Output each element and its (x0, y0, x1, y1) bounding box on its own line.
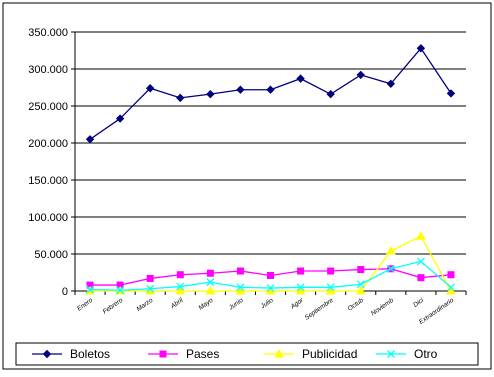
legend-label: Publicidad (302, 347, 357, 361)
data-point (176, 93, 185, 103)
data-point (356, 70, 365, 80)
legend-item-pases: Pases (148, 347, 219, 361)
data-point (146, 284, 155, 293)
data-point (386, 264, 395, 273)
data-point (116, 286, 125, 295)
data-point (146, 274, 154, 282)
data-point (296, 74, 305, 83)
data-point (417, 274, 425, 282)
data-point (206, 278, 215, 287)
data-point (385, 246, 396, 255)
data-point (446, 89, 456, 98)
data-point (206, 89, 215, 99)
data-point (115, 114, 125, 123)
y-tick-label: 0 (62, 286, 68, 298)
data-point (175, 285, 186, 295)
y-tick-label: 250.000 (28, 101, 68, 113)
data-point (266, 85, 275, 94)
data-point (325, 285, 336, 295)
data-point (85, 135, 95, 144)
y-tick-label: 150.000 (28, 175, 68, 187)
data-point (297, 267, 305, 275)
data-point (236, 267, 244, 275)
legend-label: Boletos (70, 347, 110, 361)
legend-marker (274, 348, 284, 358)
data-point (356, 280, 365, 289)
y-tick-label: 50.000 (34, 249, 68, 261)
data-point (386, 79, 396, 89)
data-point (235, 285, 246, 295)
data-point (145, 84, 155, 93)
data-point (416, 257, 425, 266)
data-point (355, 285, 366, 295)
data-point (447, 271, 455, 279)
y-tick-label: 200.000 (28, 138, 68, 150)
gridlines (75, 31, 466, 255)
y-tick-label: 100.000 (28, 212, 68, 224)
legend-box (15, 342, 479, 366)
legend-marker (387, 350, 395, 358)
data-point (416, 44, 426, 53)
legend-marker (159, 350, 167, 358)
data-point (205, 285, 216, 295)
data-point (176, 282, 185, 291)
y-tick-label: 300.000 (28, 64, 68, 76)
series-group (85, 44, 456, 295)
legend-item-publicidad: Publicidad (264, 347, 357, 361)
series-otro (86, 257, 455, 295)
legend-label: Pases (186, 347, 219, 361)
data-point (206, 269, 214, 277)
data-point (266, 284, 275, 292)
data-point (447, 283, 455, 292)
legend-item-otro: Otro (376, 347, 438, 361)
data-point (296, 283, 305, 292)
data-point (295, 285, 306, 295)
data-point (236, 85, 245, 94)
data-point (357, 266, 365, 274)
data-point (326, 89, 335, 99)
legend: Boletos Pases Publicidad Otro (15, 342, 479, 366)
data-point (327, 267, 335, 275)
data-point (236, 283, 245, 292)
data-point (86, 285, 94, 294)
data-point (267, 271, 274, 279)
chart-border (2, 2, 492, 370)
data-point (176, 271, 184, 279)
legend-label: Otro (414, 347, 438, 361)
legend-marker (42, 349, 52, 359)
data-point (326, 283, 335, 292)
legend-item-boletos: Boletos (32, 347, 110, 361)
data-point (446, 285, 456, 295)
y-tick-label: 350.000 (28, 27, 68, 39)
data-point (416, 231, 426, 240)
series-boletos (85, 44, 456, 144)
